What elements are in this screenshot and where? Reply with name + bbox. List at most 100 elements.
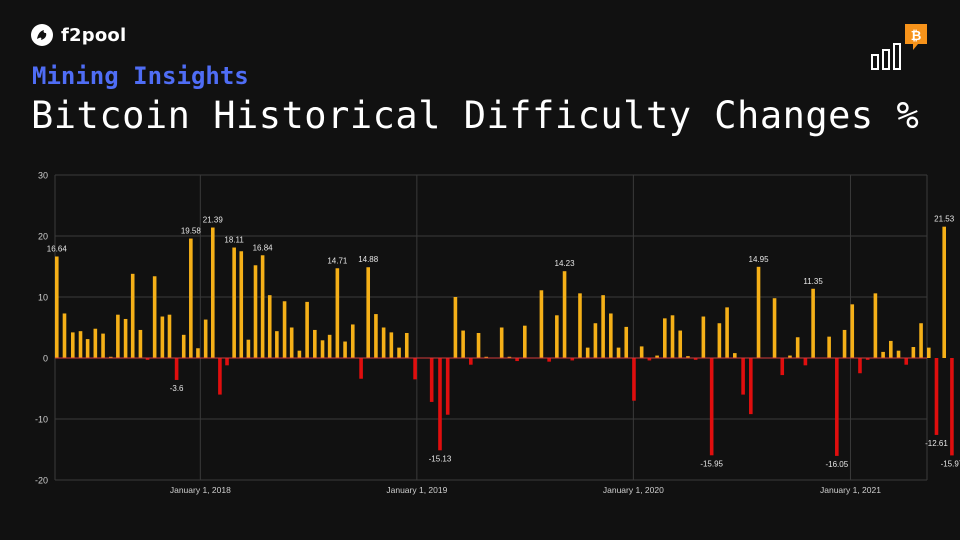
bar (889, 340, 893, 358)
bird-icon (37, 30, 47, 40)
bar (246, 339, 251, 358)
data-label: 14.95 (749, 255, 770, 264)
bar (655, 355, 659, 358)
data-label: 14.23 (555, 259, 576, 268)
bar (152, 276, 157, 358)
bar (858, 358, 862, 374)
bar (570, 358, 575, 361)
data-label: -15.95 (700, 459, 723, 468)
bar (593, 323, 598, 358)
bar (85, 339, 90, 358)
bar (803, 358, 808, 366)
bar (289, 327, 294, 358)
bar (788, 355, 792, 358)
page-title: Bitcoin Historical Difficulty Changes % (31, 94, 920, 137)
bar (275, 331, 279, 358)
bar (842, 329, 847, 358)
bar (919, 323, 923, 358)
data-label: 19.58 (181, 227, 202, 236)
bar (507, 356, 512, 358)
bar (578, 293, 582, 358)
bar (835, 358, 839, 456)
brand-name: f2pool (61, 24, 127, 46)
bar (469, 358, 473, 365)
bar (260, 255, 265, 358)
y-axis-tick-labels: 30 20 10 0 -10 -20 (35, 171, 48, 486)
bar (225, 358, 229, 366)
bar (429, 358, 434, 402)
bar (624, 326, 629, 358)
bar (218, 358, 222, 395)
bar (397, 347, 401, 358)
x-tick-label: January 1, 2018 (170, 485, 231, 495)
bar (253, 265, 258, 358)
bar (701, 316, 706, 358)
bar (145, 358, 150, 360)
subtitle: Mining Insights (32, 62, 249, 90)
bar (54, 256, 59, 358)
bar (297, 350, 302, 358)
bar (123, 318, 128, 358)
data-label: 21.53 (934, 215, 955, 224)
bar (320, 340, 325, 358)
brand: f2pool (31, 24, 126, 46)
bar (138, 329, 143, 358)
y-tick-label: 10 (38, 293, 48, 303)
data-label: 16.84 (253, 243, 274, 252)
bar (267, 295, 272, 358)
bar (686, 356, 690, 358)
data-label: -3.6 (170, 384, 184, 393)
bar (335, 268, 340, 358)
bar (562, 271, 567, 358)
bar (911, 347, 916, 358)
data-label: -15.97 (941, 459, 960, 468)
bar (181, 334, 186, 358)
bar (616, 347, 621, 358)
bar (343, 341, 347, 358)
bar (359, 358, 363, 379)
bar (756, 266, 761, 358)
y-tick-label: 30 (38, 171, 48, 181)
bar (585, 347, 590, 358)
data-label: 21.39 (203, 216, 224, 225)
bar (108, 356, 113, 358)
bar (239, 251, 244, 358)
y-tick-label: 0 (43, 354, 48, 364)
bar (904, 358, 909, 365)
bar (725, 307, 729, 358)
data-label: -15.13 (429, 454, 452, 463)
bar (663, 318, 667, 358)
bar (547, 358, 551, 362)
bar (374, 314, 378, 358)
bar (116, 314, 120, 358)
bar (70, 332, 75, 358)
bar (926, 347, 931, 358)
bar (539, 290, 544, 358)
bar (709, 358, 714, 456)
bar (174, 358, 179, 380)
bar (327, 334, 332, 358)
bar (850, 304, 855, 358)
bar (445, 358, 450, 415)
x-tick-label: January 1, 2021 (820, 485, 881, 495)
bar (130, 273, 135, 358)
bar (461, 330, 465, 358)
bar-chart-bitcoin-icon: ₿ (871, 24, 927, 70)
bar (632, 358, 636, 401)
bar (865, 358, 870, 360)
bar (950, 358, 954, 456)
svg-text:₿: ₿ (911, 29, 922, 44)
bar (484, 356, 489, 358)
bar (453, 297, 458, 358)
bar (780, 358, 785, 376)
bar (305, 301, 309, 358)
bar (873, 293, 878, 358)
horizontal-gridlines (55, 174, 927, 481)
bar (189, 238, 193, 358)
bar (717, 323, 722, 358)
bar (196, 348, 200, 358)
bar (210, 227, 215, 358)
y-tick-label: -20 (35, 476, 48, 486)
